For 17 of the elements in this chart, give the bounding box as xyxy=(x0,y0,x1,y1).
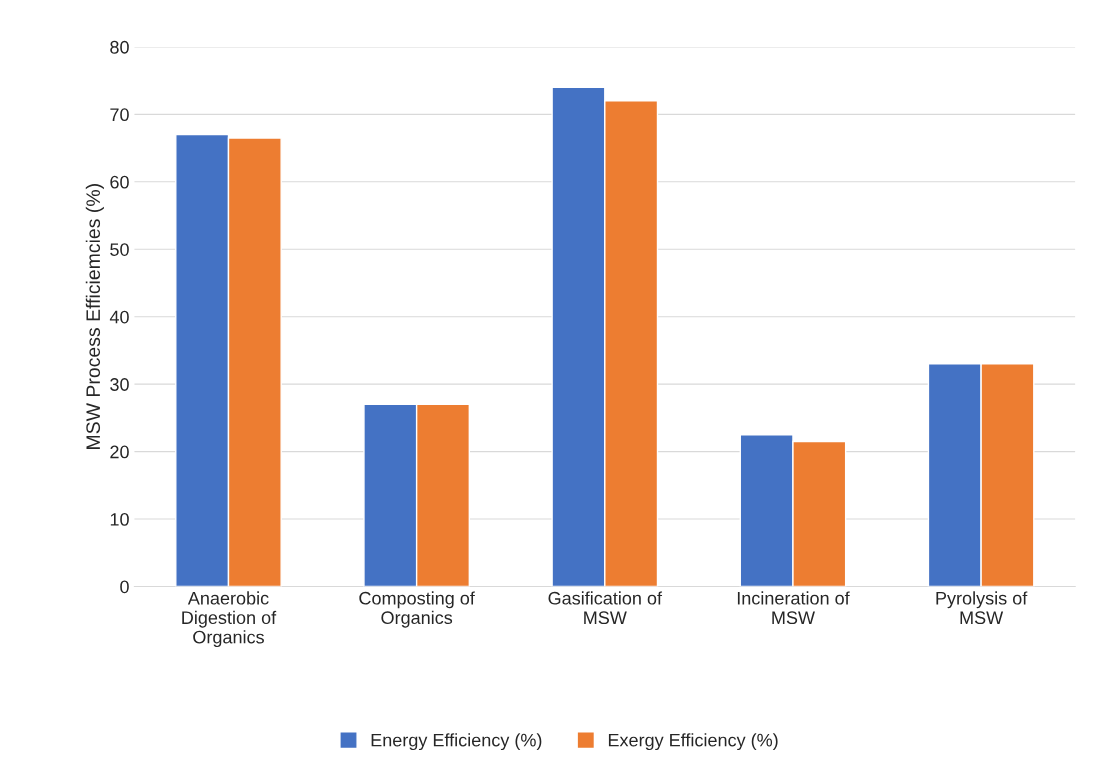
x-tick-label: Gasification of MSW xyxy=(548,591,663,625)
x-tick-label: Composting of Organics xyxy=(359,591,475,628)
y-tick-label: 0 xyxy=(120,580,129,594)
y-tick-label: 10 xyxy=(110,512,129,526)
y-tick-label: 80 xyxy=(110,40,129,54)
x-tick-label: Pyrolysis of MSW xyxy=(936,591,1028,625)
y-tick-label: 30 xyxy=(110,378,129,391)
legend-label: Exergy Efficiency (%) xyxy=(608,733,778,751)
y-tick-label: 40 xyxy=(109,310,129,324)
x-tick-label: Anaerobic Digestion of Organics xyxy=(182,591,277,648)
y-tick-label: 50 xyxy=(110,243,129,256)
legend-label: Energy Efficiency (%) xyxy=(371,733,542,751)
y-tick-label: 70 xyxy=(110,108,129,122)
y-tick-label: 60 xyxy=(110,175,129,189)
y-tick-label: 20 xyxy=(110,445,129,459)
x-tick-label: Incineration of MSW xyxy=(737,591,850,625)
y-axis-title: MSW Process Efficiemcies (%) xyxy=(85,184,104,449)
